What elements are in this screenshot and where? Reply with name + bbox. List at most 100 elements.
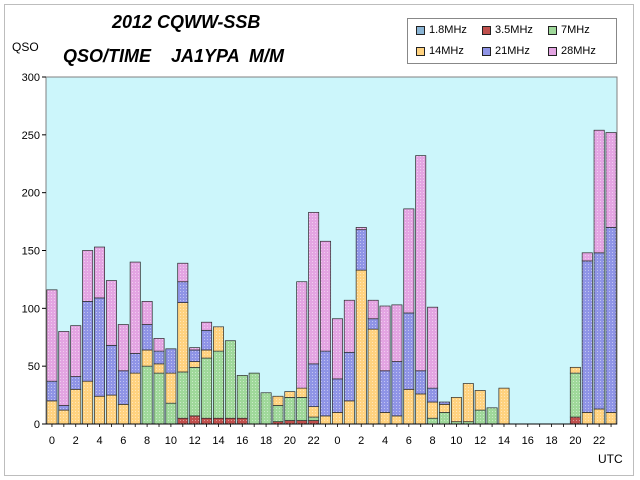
legend-label-28mhz: 28MHz — [561, 45, 596, 57]
bar-14mhz — [462, 383, 474, 423]
x-tick-label: 22 — [308, 435, 320, 447]
bar-28mhz — [379, 305, 391, 372]
bar-28mhz — [581, 252, 593, 262]
legend-swatch-14mhz — [416, 46, 425, 56]
x-tick-label: 12 — [474, 435, 486, 447]
bar-21mhz — [141, 324, 153, 351]
bar-3-5mhz — [284, 420, 296, 425]
bar-21mhz — [427, 387, 439, 403]
x-tick-label: 18 — [545, 435, 557, 447]
bar-14mhz — [343, 400, 355, 425]
bar-21mhz — [46, 380, 58, 402]
bar-3-5mhz — [224, 417, 236, 425]
bar-21mhz — [117, 370, 129, 405]
bar-14mhz — [94, 395, 105, 425]
legend-label-1-8mhz: 1.8MHz — [429, 24, 467, 36]
y-tick-label: 250 — [22, 130, 40, 142]
bar-3-5mhz — [308, 420, 320, 425]
bar-14mhz — [427, 401, 439, 419]
bar-7mhz — [569, 372, 581, 418]
x-tick-label: 2 — [358, 435, 364, 447]
bar-21mhz — [320, 350, 332, 417]
x-tick-label: 16 — [522, 435, 534, 447]
bar-28mhz — [415, 155, 427, 372]
bar-21mhz — [593, 252, 605, 410]
bar-7mhz — [224, 340, 236, 419]
bar-7mhz — [189, 366, 201, 417]
x-tick-label: 8 — [144, 435, 150, 447]
bar-28mhz — [46, 289, 58, 382]
y-tick-label: 50 — [28, 361, 40, 373]
legend-swatch-1-8mhz — [416, 25, 425, 35]
bar-21mhz — [331, 378, 343, 413]
x-tick-label: 22 — [593, 435, 605, 447]
bar-7mhz — [284, 397, 296, 421]
bar-14mhz — [201, 349, 213, 359]
x-tick-label: 20 — [284, 435, 296, 447]
bar-14mhz — [284, 391, 296, 398]
bar-28mhz — [427, 306, 439, 389]
legend-swatch-7mhz — [548, 25, 557, 35]
bar-21mhz — [189, 349, 201, 362]
x-tick-label: 20 — [569, 435, 581, 447]
x-tick-label: 8 — [430, 435, 436, 447]
legend-item-1-8mhz: 1.8MHz — [416, 24, 467, 36]
bar-7mhz — [474, 409, 486, 425]
bar-21mhz — [153, 350, 165, 365]
bar-21mhz — [391, 361, 403, 417]
bar-28mhz — [355, 227, 367, 231]
bar-7mhz — [486, 407, 498, 425]
bar-3-5mhz — [296, 420, 308, 425]
bar-3-5mhz — [213, 417, 224, 425]
bar-7mhz — [236, 375, 248, 419]
bar-14mhz — [605, 412, 617, 425]
bar-21mhz — [94, 297, 105, 397]
bar-28mhz — [189, 347, 201, 351]
bar-21mhz — [58, 405, 70, 411]
bar-28mhz — [296, 281, 308, 389]
bar-14mhz — [355, 269, 367, 425]
bar-28mhz — [129, 261, 141, 354]
bar-14mhz — [403, 388, 415, 425]
x-tick-label: 4 — [96, 435, 102, 447]
x-tick-label: 0 — [49, 435, 55, 447]
bar-21mhz — [403, 312, 415, 390]
bar-21mhz — [379, 370, 391, 413]
y-tick-label: 100 — [22, 303, 40, 315]
x-tick-label: 16 — [236, 435, 248, 447]
bar-21mhz — [177, 281, 189, 303]
x-tick-label: 0 — [334, 435, 340, 447]
bar-28mhz — [153, 338, 165, 352]
bar-28mhz — [605, 132, 617, 228]
bar-7mhz — [260, 392, 272, 425]
bar-28mhz — [70, 325, 82, 377]
bar-28mhz — [331, 318, 343, 380]
bar-3-5mhz — [236, 417, 248, 425]
legend: 1.8MHz 3.5MHz 7MHz 14MHz 21MHz 28MHz — [407, 18, 617, 64]
bar-7mhz — [308, 416, 320, 421]
bar-14mhz — [569, 366, 581, 374]
legend-item-28mhz: 28MHz — [548, 45, 596, 57]
bar-14mhz — [439, 403, 450, 413]
bar-14mhz — [450, 397, 462, 423]
bar-14mhz — [296, 387, 308, 398]
plot-area — [45, 76, 618, 425]
x-tick-label: 10 — [165, 435, 177, 447]
legend-label-3-5mhz: 3.5MHz — [495, 24, 533, 36]
bar-14mhz — [46, 400, 58, 425]
y-tick-label: 150 — [22, 246, 40, 258]
bar-28mhz — [117, 324, 129, 372]
bar-28mhz — [367, 299, 379, 320]
legend-swatch-28mhz — [548, 46, 557, 56]
bar-14mhz — [177, 302, 189, 373]
bar-14mhz — [141, 349, 153, 367]
bar-28mhz — [320, 240, 332, 352]
bar-14mhz — [105, 394, 117, 425]
bar-28mhz — [201, 321, 213, 331]
bar-21mhz — [355, 229, 367, 271]
bar-28mhz — [593, 129, 605, 254]
bar-7mhz — [427, 417, 439, 425]
legend-item-7mhz: 7MHz — [548, 24, 590, 36]
bar-7mhz — [213, 350, 224, 419]
bar-14mhz — [498, 387, 510, 425]
